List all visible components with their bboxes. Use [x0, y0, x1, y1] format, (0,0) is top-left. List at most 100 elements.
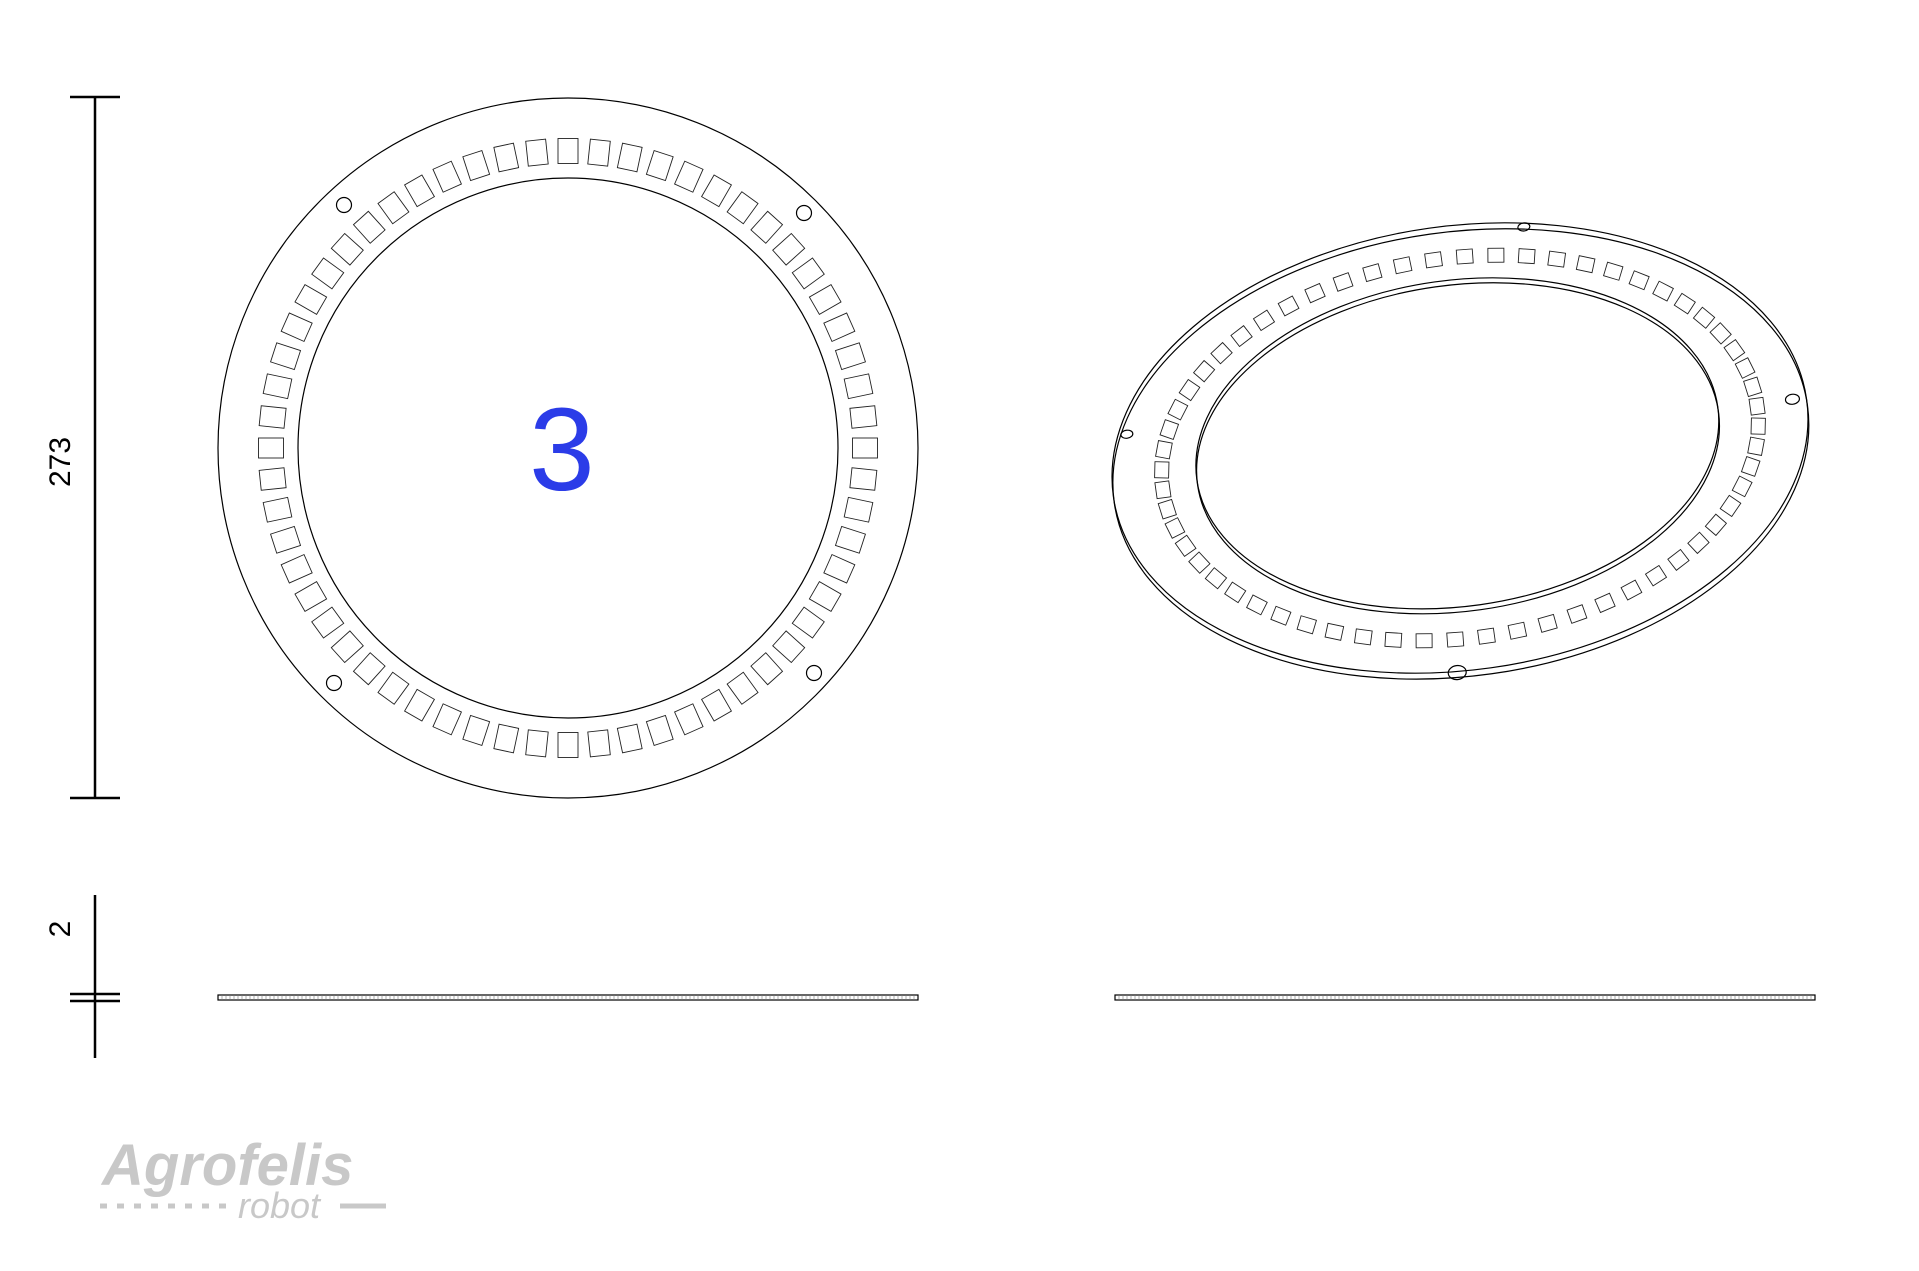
- iso-slot: [1277, 295, 1300, 317]
- slot: [462, 149, 491, 182]
- thickness-dimension-label: 2: [44, 921, 77, 938]
- iso-inner-edge-back: [1195, 277, 1720, 610]
- slot: [750, 210, 784, 244]
- slot: [258, 467, 287, 491]
- side-view-left-hatch: [221, 995, 915, 1000]
- slot: [280, 312, 313, 343]
- slot: [772, 232, 806, 266]
- slot: [462, 714, 491, 747]
- iso-slot: [1575, 255, 1596, 274]
- iso-slot: [1747, 436, 1765, 456]
- slot: [311, 606, 345, 639]
- slot: [808, 580, 842, 613]
- iso-slot: [1723, 338, 1746, 362]
- iso-slot: [1296, 615, 1318, 635]
- iso-slot: [1204, 567, 1228, 590]
- iso-mounting-hole: [1784, 393, 1801, 405]
- iso-slot: [1748, 396, 1766, 416]
- iso-slot: [1157, 498, 1177, 520]
- iso-slot: [1154, 480, 1172, 500]
- slot: [525, 138, 549, 167]
- slot: [726, 671, 759, 705]
- iso-slot: [1594, 592, 1616, 614]
- slot: [311, 257, 345, 290]
- slot: [587, 138, 611, 167]
- iso-slot: [1192, 359, 1216, 383]
- slot: [269, 342, 302, 371]
- slot: [645, 149, 674, 182]
- slot: [834, 525, 867, 554]
- slot: [726, 191, 759, 225]
- side-view-left: [217, 994, 919, 1001]
- slot: [525, 729, 549, 758]
- slot: [269, 525, 302, 554]
- iso-slot: [1750, 417, 1766, 435]
- iso-mounting-hole: [1447, 664, 1467, 681]
- side-view-right: [1114, 994, 1816, 1001]
- iso-slot: [1392, 256, 1413, 275]
- iso-slot: [1620, 579, 1643, 601]
- iso-slot: [1517, 248, 1536, 265]
- iso-slot: [1673, 292, 1696, 315]
- slot: [294, 283, 328, 316]
- iso-slot: [1667, 548, 1690, 571]
- mounting-hole: [325, 674, 343, 692]
- slot: [377, 671, 410, 705]
- iso-slot: [1455, 248, 1474, 265]
- iso-slot: [1178, 378, 1201, 402]
- slot: [823, 553, 856, 584]
- iso-slot: [1332, 272, 1354, 292]
- iso-slot: [1155, 440, 1173, 460]
- slot: [645, 714, 674, 747]
- iso-slot: [1477, 627, 1496, 645]
- iso-slot: [1174, 534, 1197, 558]
- iso-mounting-hole: [1120, 429, 1134, 439]
- iso-slot: [1652, 280, 1674, 302]
- agrofelis-logo: Agrofelis robot: [100, 1133, 386, 1226]
- iso-slot: [1487, 247, 1505, 263]
- iso-slot: [1304, 282, 1326, 304]
- slot: [377, 191, 410, 225]
- slot: [352, 652, 386, 686]
- iso-slot: [1719, 494, 1742, 518]
- iso-slot: [1252, 309, 1276, 332]
- iso-slot: [1740, 456, 1761, 477]
- iso-slot: [1734, 357, 1756, 379]
- slot: [403, 688, 436, 722]
- iso-slot: [1602, 261, 1624, 281]
- slot: [843, 373, 874, 400]
- slot: [258, 437, 284, 459]
- mounting-hole: [335, 196, 353, 214]
- logo-brand-text: Agrofelis: [100, 1133, 353, 1198]
- iso-slot: [1537, 613, 1558, 633]
- side-view-left-plate: [217, 994, 919, 1001]
- thickness-dimension: 2: [44, 895, 120, 1058]
- slot: [616, 723, 643, 754]
- iso-slot: [1224, 581, 1247, 604]
- top-view: 3: [217, 97, 919, 799]
- iso-slot: [1230, 325, 1253, 348]
- slot: [294, 580, 328, 613]
- iso-slot: [1246, 594, 1268, 616]
- iso-slot: [1709, 322, 1732, 345]
- iso-slot: [1188, 551, 1211, 574]
- iso-slot: [1628, 270, 1650, 291]
- iso-slot: [1210, 341, 1233, 365]
- slot: [791, 606, 825, 639]
- slot: [852, 437, 878, 459]
- slot: [330, 630, 364, 664]
- slot: [616, 142, 643, 173]
- slot: [750, 652, 784, 686]
- side-view-right-plate: [1114, 994, 1816, 1001]
- slot: [352, 210, 386, 244]
- slot: [258, 405, 287, 429]
- iso-slot: [1167, 398, 1189, 421]
- iso-slot: [1743, 376, 1763, 398]
- diameter-dimension-label: 273: [44, 437, 77, 487]
- iso-slot: [1353, 628, 1373, 646]
- slot: [493, 723, 520, 754]
- iso-mounting-holes: [1120, 222, 1801, 681]
- iso-slot: [1644, 564, 1668, 587]
- iso-slot: [1731, 475, 1753, 498]
- slot: [700, 688, 733, 722]
